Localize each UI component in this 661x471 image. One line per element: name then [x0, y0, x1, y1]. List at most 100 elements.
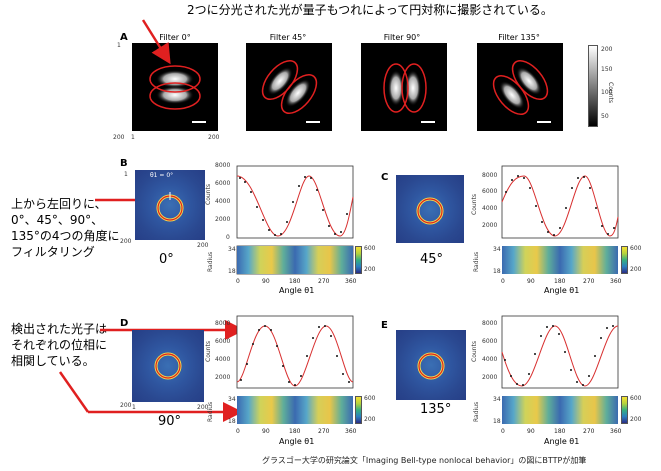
angle-e: 135° [420, 402, 452, 417]
heatmap-d-colorbar [355, 396, 362, 424]
filter-axis-min-x: 1 [131, 134, 135, 141]
xd-0: 0 [236, 428, 240, 435]
heatmap-c [502, 246, 618, 274]
left-annotation-1-line3: 135°の4つの角度に [11, 229, 120, 243]
rc-34: 34 [493, 246, 501, 253]
xc-360: 360 [610, 278, 622, 285]
filter-axis-max-y: 200 [113, 134, 125, 141]
rd-34: 34 [228, 396, 236, 403]
xd-180: 180 [289, 428, 301, 435]
xc-180: 180 [554, 278, 566, 285]
ring-image-b [135, 170, 205, 240]
plot-e-radius: Radius [473, 401, 480, 422]
ring-d-axis-1x: 1 [132, 404, 136, 411]
xb-270: 270 [318, 278, 330, 285]
figure-caption: グラスゴー大学の研究論文「Imaging Bell-type nonlocal … [262, 456, 587, 465]
angle-b: 0° [159, 252, 174, 267]
yc-2000: 2000 [482, 222, 498, 229]
left-annotation-2-line2: それぞれの位相に [11, 338, 108, 352]
xd-360: 360 [345, 428, 357, 435]
left-annotation-1-line4: フィルタリング [11, 245, 95, 259]
xc-90: 90 [527, 278, 535, 285]
filter-title-45: Filter 45° [269, 33, 307, 42]
xe-360: 360 [610, 428, 622, 435]
ye-2000: 2000 [482, 374, 498, 381]
angle-d: 90° [158, 414, 182, 429]
colorbar-tick-100: 100 [601, 89, 613, 96]
angle-c: 45° [420, 252, 444, 267]
he-tick-600: 600 [630, 395, 642, 402]
panel-letter-d: D [120, 318, 129, 329]
xb-360: 360 [345, 278, 357, 285]
hb-tick-600: 600 [364, 245, 376, 252]
left-annotation-2-line3: 相関している。 [11, 354, 95, 368]
panel-letter-e: E [381, 320, 388, 331]
hb-tick-200: 200 [364, 266, 376, 273]
ring-image-d [132, 330, 204, 402]
hc-tick-600: 600 [630, 245, 642, 252]
left-annotation-1-line2: 0°、45°、90°、 [11, 213, 104, 227]
hc-tick-200: 200 [630, 266, 642, 273]
heatmap-b [237, 246, 353, 274]
colorbar-tick-50: 50 [601, 113, 609, 120]
xb-180: 180 [289, 278, 301, 285]
ring-d-axis-200: 200 [120, 402, 132, 409]
plot-e [480, 312, 620, 432]
ye-6000: 6000 [482, 338, 498, 345]
ring-b-axis-200: 200 [120, 238, 132, 245]
ring-image-e [396, 330, 466, 400]
xd-90: 90 [262, 428, 270, 435]
rd-18: 18 [228, 418, 236, 425]
heatmap-e [502, 396, 618, 424]
yd-8000: 8000 [215, 320, 231, 327]
yd-6000: 6000 [215, 338, 231, 345]
ring-d-axis-200x: 200 [197, 404, 209, 411]
filter-image-0-svg [149, 65, 206, 123]
yd-4000: 4000 [215, 356, 231, 363]
ring-b-axis-200x: 200 [197, 242, 209, 249]
filter-image-0 [132, 43, 218, 131]
plot-e-ylabel: Counts [471, 341, 478, 362]
yc-8000: 8000 [482, 172, 498, 179]
hd-tick-600: 600 [364, 395, 376, 402]
panel-letter-a: A [120, 32, 128, 43]
xe-270: 270 [583, 428, 595, 435]
xe-180: 180 [554, 428, 566, 435]
xb-90: 90 [262, 278, 270, 285]
yc-6000: 6000 [482, 188, 498, 195]
yc-4000: 4000 [482, 205, 498, 212]
left-annotation-2-line1: 検出された光子は [11, 322, 108, 336]
yb-0: 0 [226, 234, 230, 241]
plot-d-ylabel: Counts [205, 341, 212, 362]
arrow-left2b-seg [58, 371, 90, 413]
xb-0: 0 [236, 278, 240, 285]
plot-c-xlabel: Angle θ1 [544, 286, 580, 295]
heatmap-e-colorbar [621, 396, 628, 424]
colorbar-tick-200: 200 [601, 46, 613, 53]
ring-b-axis-1: 1 [124, 171, 128, 178]
plot-d [215, 312, 355, 432]
xc-0: 0 [501, 278, 505, 285]
plot-c-ylabel: Counts [471, 194, 478, 215]
ring-image-c [396, 175, 464, 243]
filter-axis-max-x: 200 [208, 134, 220, 141]
plot-b-ylabel: Counts [205, 184, 212, 205]
filter-title-135: Filter 135° [498, 33, 540, 42]
filter-title-0: Filter 0° [159, 33, 191, 42]
plot-b-radius: Radius [207, 251, 214, 272]
colorbar-tick-150: 150 [601, 66, 613, 73]
left-annotation-1-line1: 上から左回りに、 [11, 197, 107, 211]
rb-18: 18 [228, 268, 236, 275]
top-annotation: 2つに分光された光が量子もつれによって円対称に撮影されている。 [187, 3, 553, 17]
heatmap-c-colorbar [621, 246, 628, 274]
counts-colorbar [588, 45, 598, 127]
filter-image-90 [361, 43, 447, 131]
plot-e-xlabel: Angle θ1 [544, 437, 580, 446]
heatmap-b-colorbar [355, 246, 362, 274]
arrow-top [141, 19, 171, 65]
yd-2000: 2000 [215, 374, 231, 381]
theta-label: θ1 = 0° [150, 172, 174, 179]
rc-18: 18 [493, 268, 501, 275]
yb-4000: 4000 [215, 198, 231, 205]
